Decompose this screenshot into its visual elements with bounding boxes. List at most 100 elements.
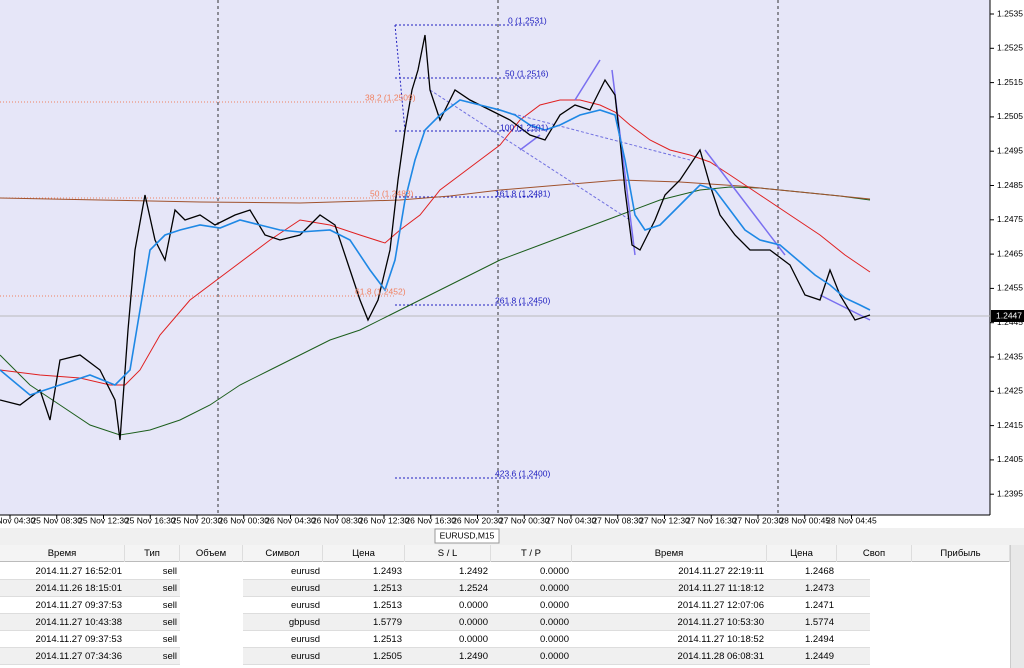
cell: eurusd	[290, 566, 320, 577]
fib-label: 50 (1.2516)	[505, 68, 549, 78]
ma-red	[0, 99, 871, 386]
volume-bg	[180, 597, 243, 614]
column-header: Цена	[767, 545, 837, 562]
symbol-tab[interactable]	[434, 528, 500, 544]
time-label: 27 Nov 04:30	[546, 515, 597, 525]
cell: eurusd	[290, 583, 320, 594]
symbol-tab-label[interactable]: EURUSD,M15	[440, 530, 495, 540]
time-label: 27 Nov 08:30	[592, 515, 643, 525]
cell: 1.2513	[372, 600, 402, 611]
cell: 1.2468	[804, 566, 834, 577]
column-header: Своп	[837, 545, 912, 562]
time-label: 26 Nov 00:30	[218, 515, 269, 525]
column-header: Время	[572, 545, 767, 562]
fib-label: 423.6 (1.2400)	[495, 468, 550, 478]
column-header: Прибыль	[912, 545, 1010, 562]
cell: eurusd	[290, 651, 320, 662]
current-price: 1.2447	[996, 310, 1022, 320]
cell: 2014.11.27 09:37:53	[35, 600, 122, 611]
cell: 2014.11.27 10:53:30	[677, 617, 764, 628]
cell: 2014.11.27 16:52:01	[35, 566, 122, 577]
cell: 1.2493	[372, 566, 402, 577]
cell	[180, 563, 243, 580]
cell: sell	[162, 600, 177, 611]
chart: 0 (1.2531) 50 (1.2516) 38.2 (1.2509) 100…	[0, 0, 1024, 545]
cell: 0.0000	[539, 634, 569, 645]
fib-label: 38.2 (1.2509)	[365, 92, 416, 102]
cell: 0.0000	[539, 617, 569, 628]
price-label: 1.2535	[997, 8, 1023, 18]
time-label: 25 Nov 20:30	[172, 515, 223, 525]
column-header: Цена	[323, 545, 405, 562]
time-label: 26 Nov 20:30	[452, 515, 503, 525]
cell: 2014.11.26 18:15:01	[35, 583, 122, 594]
fib-label: 61.8 (1.2452)	[355, 286, 406, 296]
price-label: 1.2415	[997, 420, 1023, 430]
volume-bg	[180, 665, 243, 668]
volume-bg	[180, 614, 243, 631]
cell: 0.0000	[539, 583, 569, 594]
fib-label: 50 (1.2483)	[370, 188, 414, 198]
cell: 1.2505	[372, 651, 402, 662]
cell: eurusd	[290, 600, 320, 611]
price-label: 1.2505	[997, 111, 1023, 121]
cell: 1.2524	[458, 583, 488, 594]
cell: 2014.11.27 11:18:12	[678, 583, 764, 594]
price-label: 1.2405	[997, 454, 1023, 464]
cell: eurusd	[290, 634, 320, 645]
price-label: 1.2475	[997, 214, 1023, 224]
volume-bg	[180, 648, 243, 665]
column-header: Тип	[125, 545, 180, 562]
volume-bg	[180, 631, 243, 648]
price-label: 1.2495	[997, 145, 1023, 155]
cell: 2014.11.27 22:19:11	[678, 566, 764, 577]
cell: 2014.11.28 06:08:31	[677, 651, 764, 662]
time-label: 26 Nov 16:30	[405, 515, 456, 525]
cell: 2014.11.27 12:07:06	[677, 600, 764, 611]
ma-brown	[0, 179, 871, 204]
cell: 0.0000	[539, 600, 569, 611]
cell: 1.2494	[804, 634, 834, 645]
time-label: 27 Nov 00:30	[499, 515, 550, 525]
scrollbar	[1010, 545, 1024, 668]
price-label: 1.2425	[997, 386, 1023, 396]
time-label: 25 Nov 04:30	[0, 515, 36, 525]
column-header: S / L	[405, 545, 491, 562]
ma-green	[0, 186, 871, 436]
fib-label: 0 (1.2531)	[508, 15, 547, 25]
tab-bar	[0, 528, 1024, 545]
volume-bg	[180, 580, 243, 597]
cell	[180, 597, 243, 614]
fib-label: 261.8 (1.2450)	[495, 295, 550, 305]
cell: gbpusd	[288, 617, 320, 628]
cell: 2014.11.27 10:43:38	[35, 617, 122, 628]
cell: sell	[162, 583, 177, 594]
cell: 1.5774	[804, 617, 834, 628]
fib-labels: 0 (1.2531) 50 (1.2516) 38.2 (1.2509) 100…	[355, 15, 550, 478]
price-label: 1.2445	[997, 317, 1023, 327]
time-label: 26 Nov 04:30	[265, 515, 316, 525]
cell: 1.2473	[804, 583, 834, 594]
cell: 1.2513	[372, 583, 402, 594]
time-label: 28 Nov 00:45	[779, 515, 830, 525]
cell: sell	[162, 617, 177, 628]
cell	[180, 631, 243, 648]
column-header: Объем	[180, 545, 243, 562]
price-label: 1.2455	[997, 283, 1023, 293]
cell: 1.2513	[372, 634, 402, 645]
column-header: T / P	[491, 545, 572, 562]
price-label: 1.2435	[997, 351, 1023, 361]
column-header: Время	[0, 545, 125, 562]
time-label: 26 Nov 12:30	[359, 515, 410, 525]
price-label: 1.2395	[997, 488, 1023, 498]
price-path	[0, 34, 871, 441]
fib-blue-lines	[394, 24, 540, 479]
cell: sell	[162, 566, 177, 577]
price-axis-bg	[990, 0, 1024, 515]
cell: 2014.11.27 09:37:53	[35, 634, 122, 645]
cell: sell	[162, 634, 177, 645]
cell: 1.2449	[804, 651, 834, 662]
time-label: 25 Nov 08:30	[31, 515, 82, 525]
cell: 1.5779	[372, 617, 402, 628]
